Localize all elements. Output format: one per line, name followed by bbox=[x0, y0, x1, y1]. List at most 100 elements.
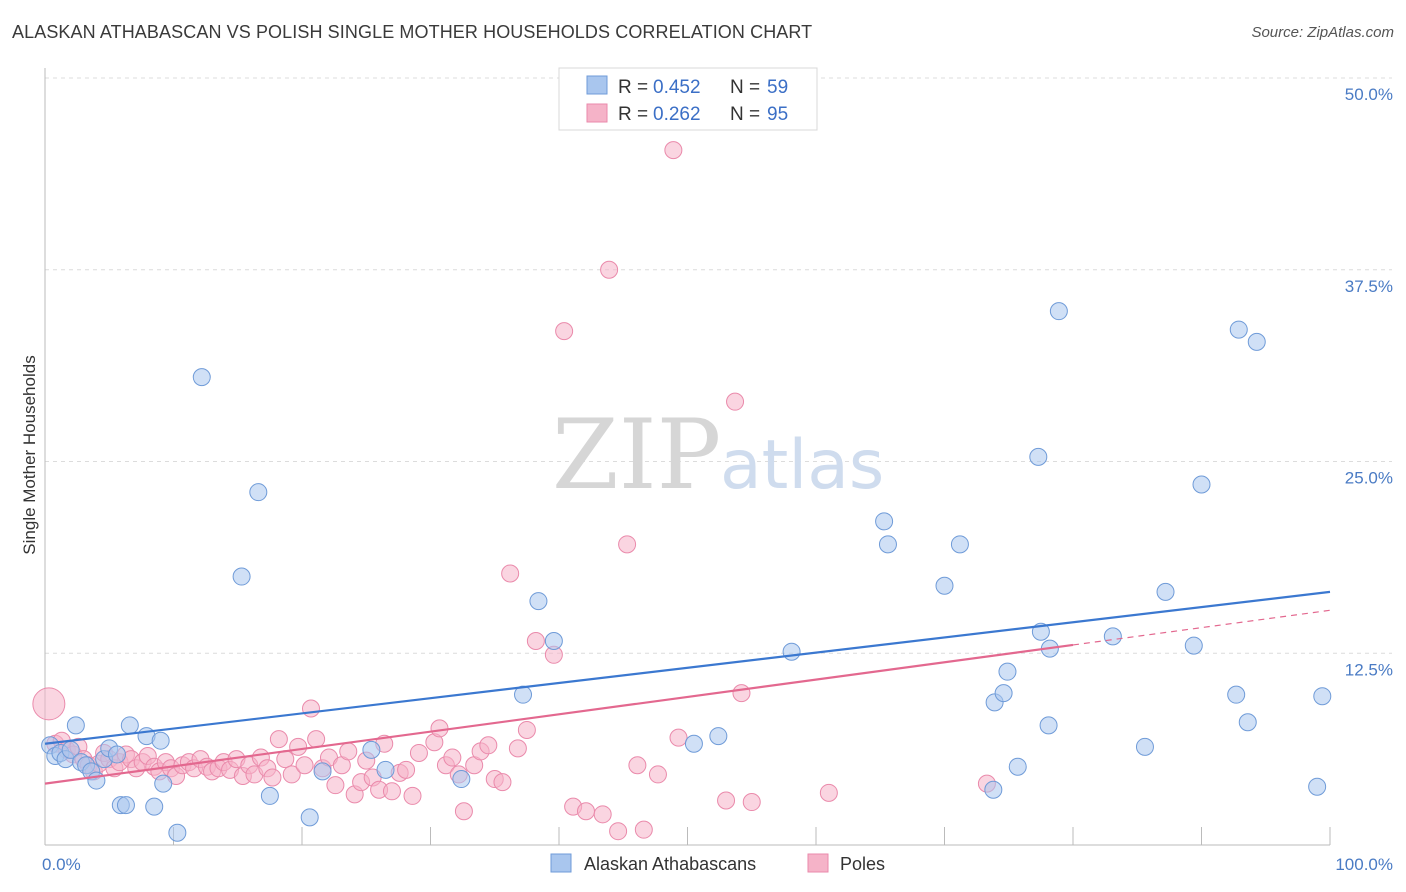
pink-point-82 bbox=[593, 805, 612, 824]
blue-point-50 bbox=[1103, 627, 1122, 646]
blue-point-43 bbox=[998, 662, 1017, 681]
blue-point-40 bbox=[984, 780, 1003, 799]
pink-point-68 bbox=[454, 802, 473, 821]
blue-point-55 bbox=[1227, 685, 1246, 704]
pink-point-95 bbox=[819, 783, 838, 802]
pink-point-42 bbox=[282, 765, 301, 784]
blue-point-31 bbox=[529, 592, 548, 611]
pink-point-91 bbox=[717, 791, 736, 810]
pink-point-85 bbox=[618, 535, 637, 554]
blue-point-5 bbox=[66, 716, 85, 735]
pink-point-86 bbox=[628, 756, 647, 775]
legend-r-label-pink: R = bbox=[618, 104, 648, 125]
blue-point-9 bbox=[87, 771, 106, 790]
bottom-legend-label-blue: Alaskan Athabascans bbox=[584, 854, 756, 874]
pink-point-73 bbox=[493, 773, 512, 792]
blue-point-12 bbox=[107, 745, 126, 764]
blue-point-14 bbox=[116, 796, 135, 815]
legend-r-value-blue: 0.452 bbox=[653, 77, 701, 98]
blue-point-35 bbox=[782, 642, 801, 661]
watermark-zip: ZIP bbox=[552, 399, 721, 511]
top-legend: R = 0.452 N = 59 R = 0.262 N = 95 bbox=[558, 67, 818, 131]
legend-n-value-pink: 95 bbox=[767, 104, 788, 125]
x-tick-label-0: 0.0% bbox=[42, 855, 81, 874]
y-axis-label: Single Mother Households bbox=[20, 355, 39, 554]
legend-n-value-blue: 59 bbox=[767, 77, 788, 98]
blue-point-15 bbox=[120, 716, 139, 735]
pink-point-81 bbox=[576, 802, 595, 821]
y-tick-label-1: 25.0% bbox=[1345, 469, 1393, 488]
pink-point-61 bbox=[403, 786, 422, 805]
blue-point-53 bbox=[1184, 636, 1203, 655]
pink-point-79 bbox=[555, 322, 574, 341]
blue-point-42 bbox=[994, 684, 1013, 703]
blue-point-52 bbox=[1156, 582, 1175, 601]
blue-point-26 bbox=[313, 762, 332, 781]
pink-point-76 bbox=[517, 720, 536, 739]
legend-n-label-pink: N = bbox=[730, 104, 760, 125]
blue-point-51 bbox=[1135, 737, 1154, 756]
blue-point-56 bbox=[1229, 320, 1248, 339]
pink-point-90 bbox=[669, 728, 688, 747]
trend-line-alaskan-athabascans bbox=[44, 590, 1331, 745]
blue-point-17 bbox=[145, 797, 164, 816]
blue-point-59 bbox=[1308, 777, 1327, 796]
chart-title: ALASKAN ATHABASCAN VS POLISH SINGLE MOTH… bbox=[12, 22, 813, 42]
x-tick-labels: 0.0% 100.0% bbox=[42, 855, 1393, 874]
blue-point-57 bbox=[1238, 713, 1257, 732]
legend-r-label-blue: R = bbox=[618, 77, 648, 98]
pink-point-46 bbox=[307, 730, 326, 749]
blue-point-20 bbox=[168, 823, 187, 842]
trend-lines bbox=[44, 590, 1331, 785]
blue-point-33 bbox=[684, 734, 703, 753]
blue-point-25 bbox=[300, 808, 319, 827]
blue-point-18 bbox=[151, 731, 170, 750]
pink-point-40 bbox=[269, 730, 288, 749]
pink-point-84 bbox=[609, 822, 628, 841]
pink-point-88 bbox=[648, 765, 667, 784]
bottom-legend-label-pink: Poles bbox=[840, 854, 885, 874]
trend-line-poles bbox=[44, 643, 1074, 785]
pink-point-58 bbox=[382, 782, 401, 801]
pink-point-75 bbox=[508, 739, 527, 758]
y-tick-label-3: 50.0% bbox=[1345, 85, 1393, 104]
x-tick-label-1: 100.0% bbox=[1335, 855, 1393, 874]
pink-point-43 bbox=[289, 737, 308, 756]
poles-points bbox=[32, 141, 996, 841]
pink-point-66 bbox=[443, 748, 462, 767]
bottom-legend-swatch-blue bbox=[550, 853, 572, 873]
pink-point-62 bbox=[409, 743, 428, 762]
blue-point-58 bbox=[1247, 332, 1266, 351]
pink-point-49 bbox=[326, 776, 345, 795]
pink-point-64 bbox=[430, 719, 449, 738]
pink-point-60 bbox=[397, 760, 416, 779]
blue-point-34 bbox=[709, 727, 728, 746]
source-label: Source: ZipAtlas.com bbox=[1251, 24, 1394, 41]
y-tick-label-2: 37.5% bbox=[1345, 277, 1393, 296]
watermark-atlas: atlas bbox=[720, 426, 884, 505]
blue-point-23 bbox=[249, 483, 268, 502]
pink-point-87 bbox=[634, 820, 653, 839]
bottom-legend: Alaskan Athabascans Poles bbox=[550, 853, 885, 874]
legend-n-label-blue: N = bbox=[730, 77, 760, 98]
pink-point-0 bbox=[32, 687, 66, 721]
legend-swatch-pink bbox=[586, 103, 608, 123]
grid-lines bbox=[45, 77, 1392, 654]
y-tick-labels: 12.5% 25.0% 37.5% 50.0% bbox=[1345, 85, 1393, 679]
pink-point-44 bbox=[295, 756, 314, 775]
bottom-legend-swatch-pink bbox=[807, 853, 829, 873]
blue-point-19 bbox=[154, 774, 173, 793]
blue-point-44 bbox=[1008, 757, 1027, 776]
blue-point-38 bbox=[935, 576, 954, 595]
pink-point-45 bbox=[301, 699, 320, 718]
blue-point-28 bbox=[376, 760, 395, 779]
pink-point-83 bbox=[600, 260, 619, 279]
pink-point-41 bbox=[276, 750, 295, 769]
pink-point-71 bbox=[479, 736, 498, 755]
blue-point-29 bbox=[452, 770, 471, 789]
blue-point-27 bbox=[362, 740, 381, 759]
legend-r-value-pink: 0.262 bbox=[653, 104, 701, 125]
pink-point-89 bbox=[664, 141, 683, 160]
blue-point-39 bbox=[950, 535, 969, 554]
